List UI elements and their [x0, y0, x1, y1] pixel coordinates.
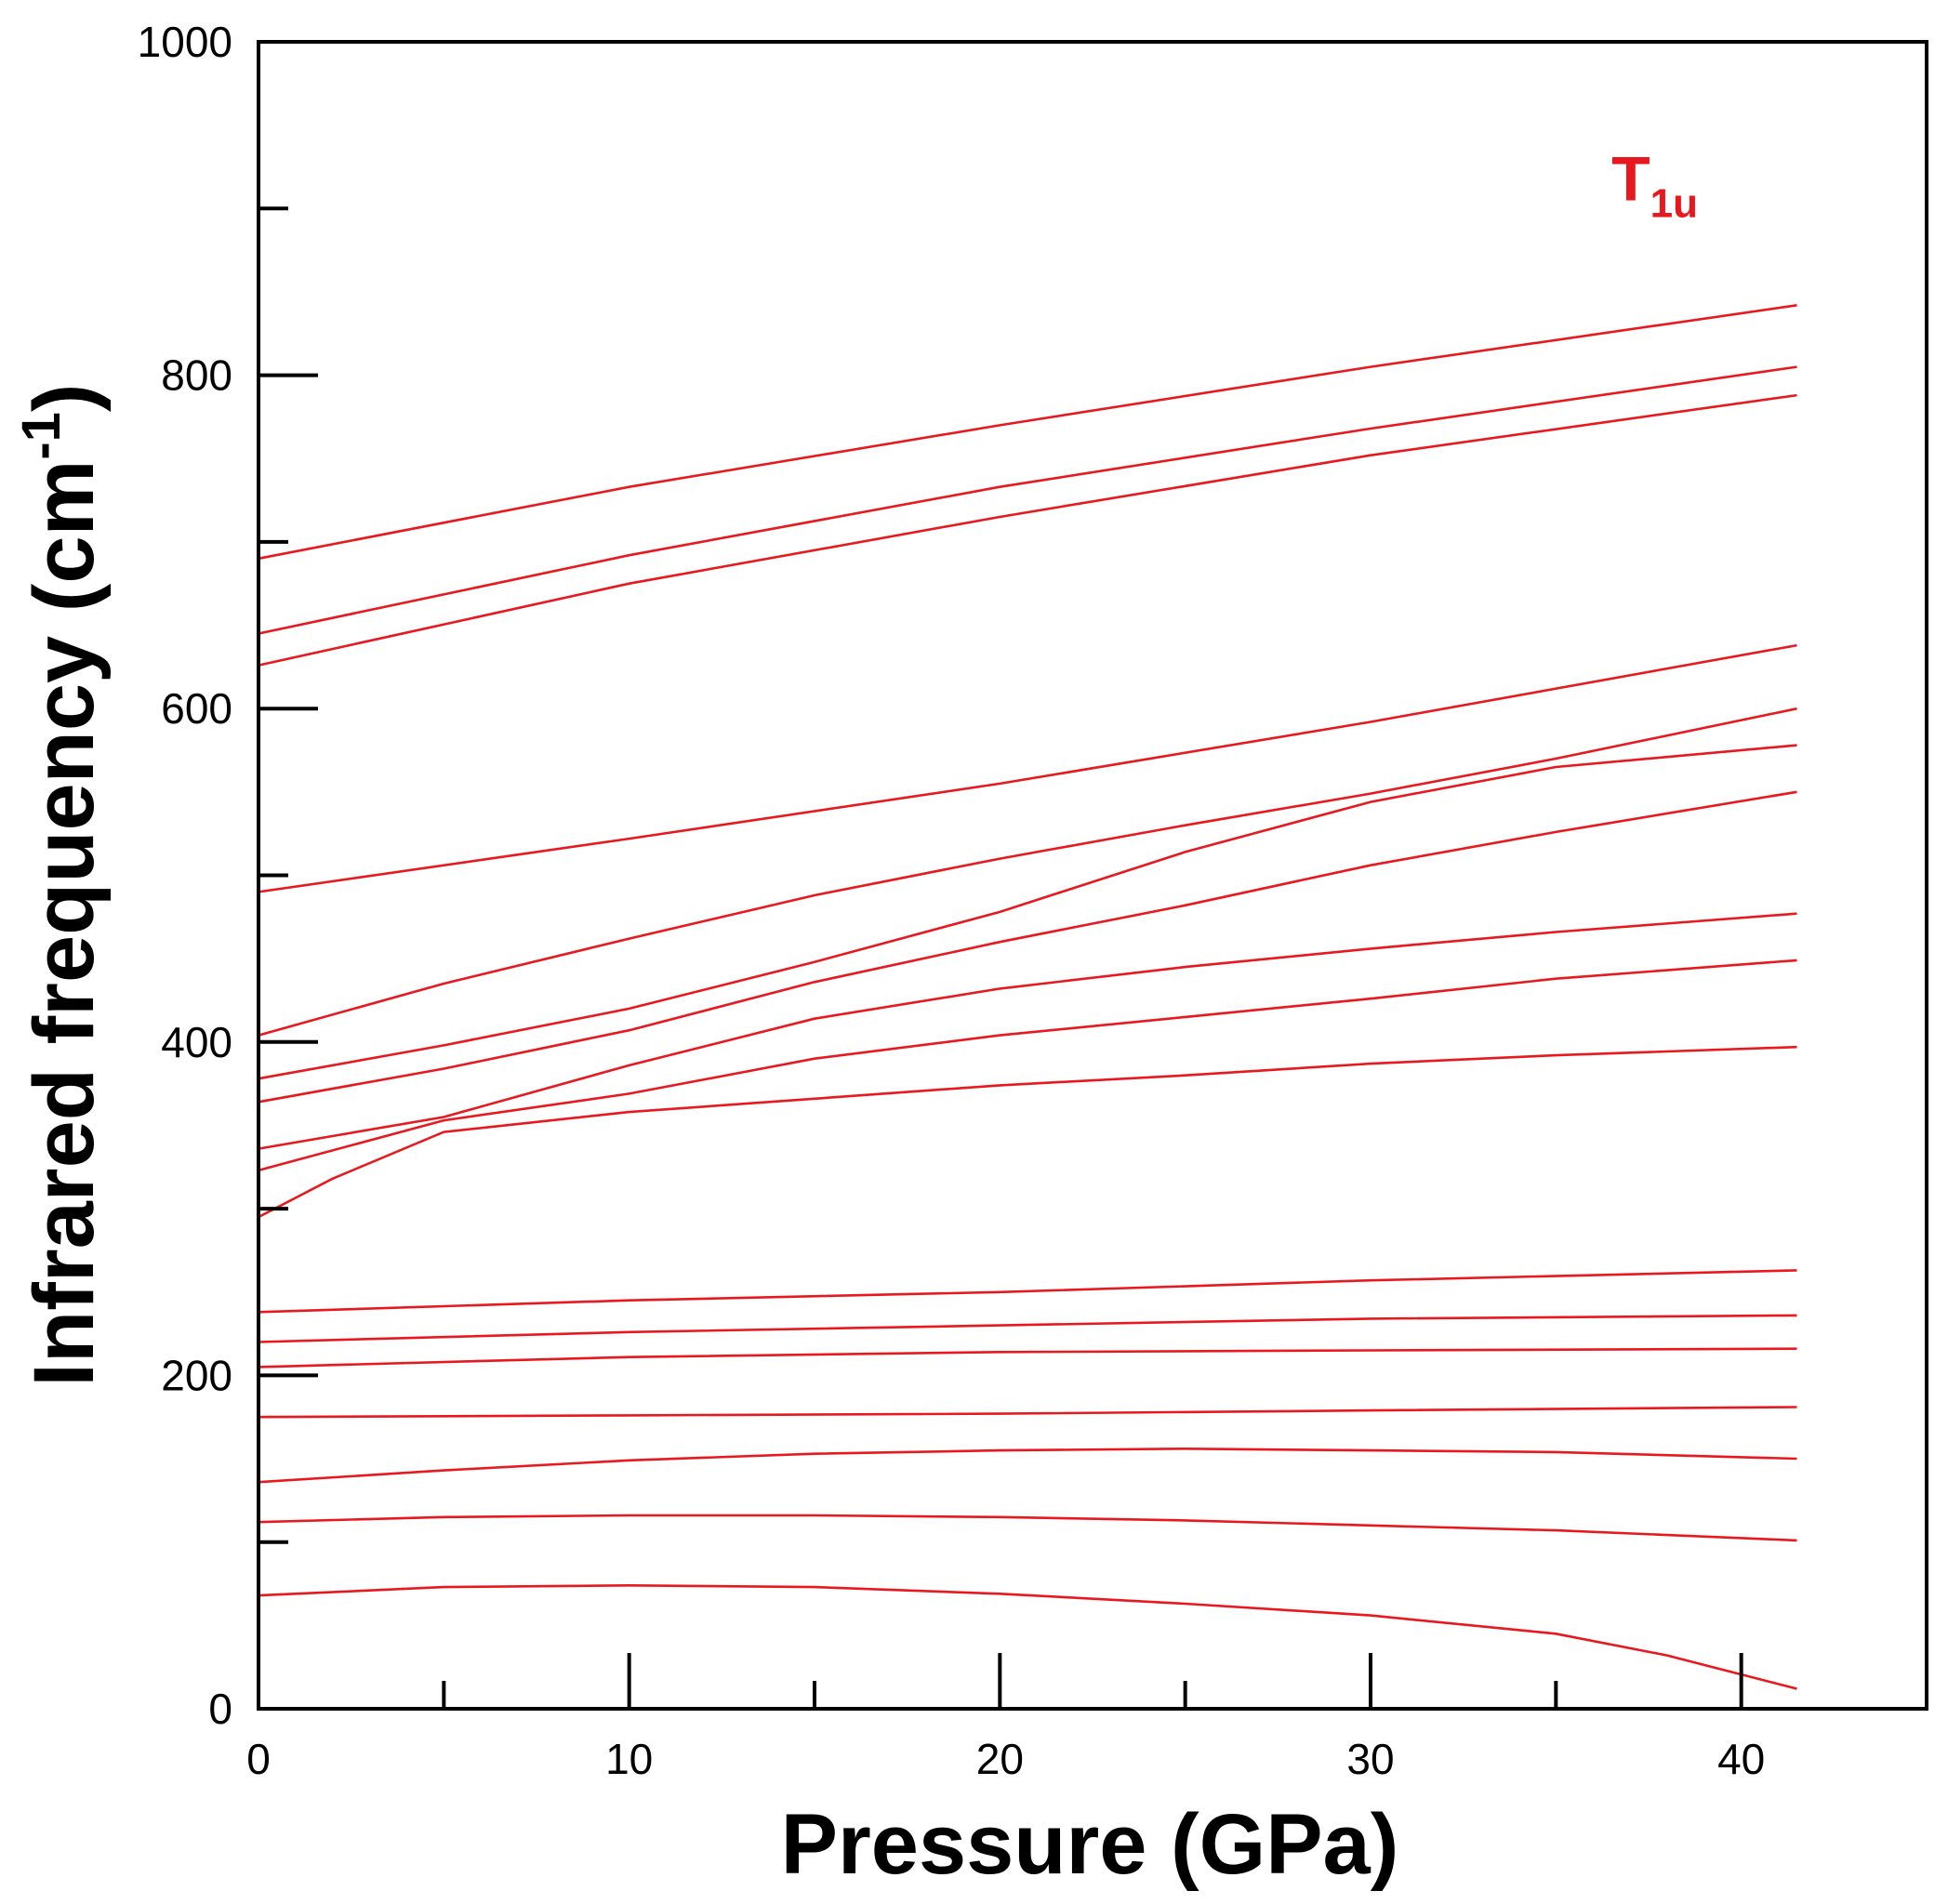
y-axis-title-superscript: -1 [11, 412, 72, 460]
x-tick-label: 30 [1346, 1735, 1394, 1783]
series-line-6 [258, 744, 1797, 1080]
x-axis-title: Pressure (GPa) [781, 1797, 1399, 1892]
series-line-13 [258, 1347, 1797, 1368]
y-axis-title-main: Infrared frequency (cm [17, 460, 112, 1387]
x-tick-label: 40 [1717, 1735, 1765, 1783]
y-tick-label: 800 [161, 351, 232, 400]
series-line-16 [258, 1514, 1797, 1542]
series-line-17 [258, 1583, 1797, 1690]
x-tick-label: 0 [246, 1735, 271, 1783]
ticks-layer [257, 40, 1743, 1711]
series-line-9 [258, 959, 1797, 1172]
y-tick-label: 400 [161, 1018, 232, 1066]
series-line-15 [258, 1447, 1797, 1484]
series-annotation: T1u [1611, 143, 1698, 226]
y-tick-label: 0 [208, 1685, 232, 1733]
series-line-1 [258, 304, 1797, 561]
x-tick-label: 20 [976, 1735, 1024, 1783]
y-tick-label: 200 [161, 1351, 232, 1399]
x-tick-label: 10 [605, 1735, 653, 1783]
series-line-14 [258, 1406, 1797, 1419]
series-line-10 [258, 1045, 1797, 1219]
series-line-12 [258, 1314, 1797, 1343]
series-line-5 [258, 707, 1797, 1037]
y-axis-title-tail: ) [17, 383, 112, 412]
series-line-3 [258, 393, 1797, 667]
y-axis-title: Infrared frequency (cm-1) [11, 383, 112, 1386]
annotation-subscript: 1u [1650, 180, 1698, 226]
annotation-main: T [1611, 143, 1650, 214]
series-line-7 [258, 790, 1797, 1104]
series-line-4 [258, 643, 1797, 893]
y-tick-label: 1000 [138, 18, 232, 66]
plot-frame [257, 40, 1928, 1711]
y-tick-label: 600 [161, 684, 232, 733]
series-line-2 [258, 365, 1797, 635]
series-layer [258, 304, 1797, 1690]
series-line-11 [258, 1269, 1797, 1314]
series-line-8 [258, 912, 1797, 1150]
